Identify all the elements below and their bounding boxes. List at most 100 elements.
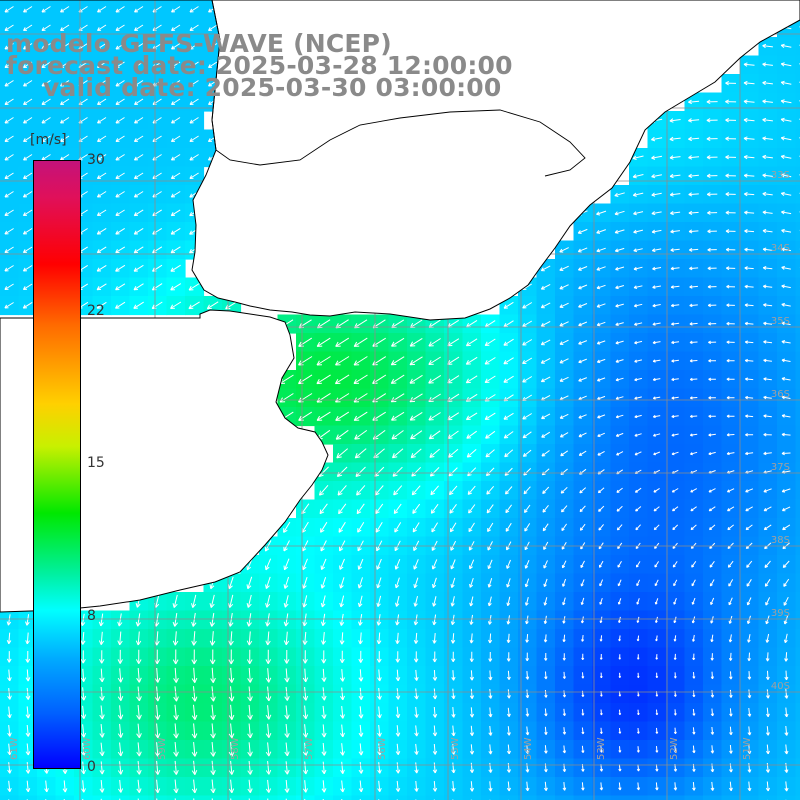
field-cell — [18, 795, 38, 800]
colorbar-unit: [m/s] — [30, 132, 67, 148]
wind-arrow — [762, 62, 773, 67]
field-cell — [795, 795, 800, 800]
wind-arrow — [134, 61, 144, 68]
wind-arrow — [189, 61, 199, 68]
wind-arrow — [41, 24, 51, 31]
field-cell — [795, 333, 800, 353]
wind-arrow — [780, 99, 792, 104]
lon-label: 54W — [523, 737, 534, 760]
wind-arrow — [706, 136, 718, 142]
field-cell — [795, 370, 800, 390]
field-cell — [92, 795, 112, 800]
wind-arrow — [189, 117, 199, 124]
field-cell — [573, 795, 593, 800]
field-cell — [795, 351, 800, 371]
wind-arrow — [60, 98, 70, 105]
wind-arrow — [115, 43, 125, 50]
wind-arrow — [762, 117, 773, 123]
wind-arrow — [4, 24, 14, 31]
wind-arrow — [97, 98, 107, 105]
field-cell — [425, 795, 445, 800]
field-cell — [647, 795, 667, 800]
wind-arrow — [115, 6, 125, 13]
field-cell — [795, 185, 800, 205]
field-cell — [795, 592, 800, 612]
field-cell — [795, 55, 800, 75]
field-cell — [129, 795, 149, 800]
wind-arrow — [4, 135, 14, 142]
field-cell — [259, 795, 279, 800]
field-cell — [277, 795, 297, 800]
lon-label: 51W — [742, 737, 753, 760]
wind-arrow — [688, 118, 700, 123]
lat-label: 39S — [771, 608, 790, 619]
wind-arrow — [41, 98, 51, 105]
wind-arrow — [23, 135, 33, 142]
field-cell — [333, 795, 353, 800]
field-cell — [111, 795, 131, 800]
wind-arrow — [23, 98, 33, 105]
lon-label: 59W — [157, 737, 168, 760]
wind-arrow — [171, 98, 181, 105]
field-cell — [388, 795, 408, 800]
colorbar-tick-8: 8 — [87, 608, 96, 624]
lat-label: 34S — [771, 243, 790, 254]
wind-arrow — [115, 98, 125, 105]
field-cell — [795, 647, 800, 667]
wind-arrow — [97, 43, 107, 50]
field-cell — [684, 795, 704, 800]
wind-arrow — [41, 6, 51, 13]
field-cell — [795, 444, 800, 464]
lat-label: 40S — [771, 681, 790, 692]
field-cell — [795, 758, 800, 778]
wind-arrow — [133, 135, 144, 142]
wind-arrow — [651, 136, 663, 142]
wind-arrow — [97, 135, 107, 142]
field-cell — [795, 222, 800, 242]
field-cell — [795, 148, 800, 168]
field-cell — [795, 518, 800, 538]
wind-arrow — [23, 43, 33, 50]
field-cell — [795, 74, 800, 94]
wind-arrow — [743, 136, 755, 141]
wind-arrow — [4, 6, 14, 13]
wind-arrow — [762, 80, 773, 86]
field-cell — [185, 795, 205, 800]
lat-label: 36S — [771, 389, 790, 400]
wind-arrow — [743, 62, 755, 67]
field-cell — [610, 795, 630, 800]
wind-arrow — [780, 43, 792, 48]
wind-arrow — [41, 43, 51, 50]
field-cell — [795, 203, 800, 223]
field-cell — [795, 407, 800, 427]
wind-arrow — [23, 6, 33, 13]
wind-arrow — [97, 117, 107, 124]
wind-arrow — [41, 61, 51, 68]
wind-arrow — [189, 24, 199, 31]
wind-arrow — [669, 136, 681, 142]
field-cell — [795, 481, 800, 501]
field-cell — [795, 296, 800, 316]
wind-arrow — [115, 117, 125, 124]
field-cell — [148, 795, 168, 800]
field-cell — [240, 795, 260, 800]
wind-arrow — [743, 99, 755, 104]
wind-arrow — [134, 117, 144, 124]
field-cell — [795, 499, 800, 519]
lat-label: 35S — [771, 316, 790, 327]
field-cell — [351, 795, 371, 800]
colorbar — [33, 160, 81, 769]
field-cell — [444, 795, 464, 800]
field-cell — [166, 795, 186, 800]
wind-arrow — [134, 43, 144, 50]
wind-arrow — [134, 24, 144, 31]
field-cell — [795, 462, 800, 482]
field-cell — [314, 795, 334, 800]
field-cell — [795, 666, 800, 686]
field-cell — [795, 129, 800, 149]
lon-label: 60W — [82, 737, 93, 760]
field-cell — [222, 795, 242, 800]
wind-arrow — [171, 117, 181, 124]
